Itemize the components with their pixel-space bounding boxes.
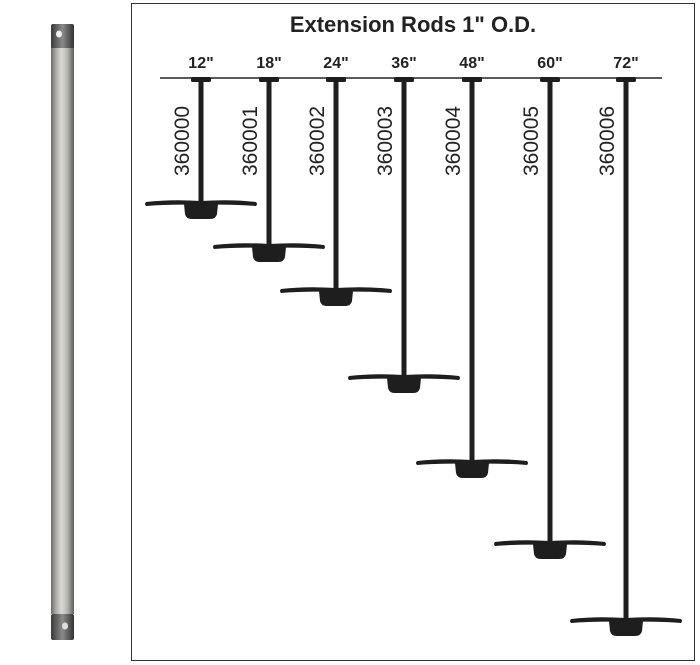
rod-mount xyxy=(462,77,482,82)
rod-length-label: 48" xyxy=(459,55,484,72)
rod-mount xyxy=(394,77,414,82)
rod-mount xyxy=(616,77,636,82)
rod-length-label: 12" xyxy=(188,55,213,72)
rod-mount xyxy=(191,77,211,82)
part-number-label: 360002 xyxy=(306,106,329,176)
rod-line xyxy=(333,80,339,289)
rod-line xyxy=(401,80,407,376)
part-number-label: 360006 xyxy=(596,106,619,176)
extension-rod-photo xyxy=(51,24,74,640)
rod-360001: 18" 360001 xyxy=(213,55,325,262)
ceiling-fan-icon xyxy=(570,617,682,636)
rod-360002: 24" 360002 xyxy=(280,55,392,306)
rod-360000: 12" 360000 xyxy=(145,55,257,219)
rod-length-label: 36" xyxy=(391,55,416,72)
rod-360003: 36" 360003 xyxy=(348,55,460,393)
rod-line xyxy=(547,80,553,542)
part-number-label: 360005 xyxy=(520,106,543,176)
ceiling-fan-icon xyxy=(416,459,528,478)
diagram-frame xyxy=(131,3,695,661)
rod-line xyxy=(198,80,204,202)
rod-mount xyxy=(259,77,279,82)
ceiling-fan-icon xyxy=(348,374,460,393)
rod-length-label: 60" xyxy=(537,55,562,72)
part-number-label: 360004 xyxy=(442,106,465,176)
rod-length-label: 24" xyxy=(323,55,348,72)
rod-360006: 72" 360006 xyxy=(570,55,682,636)
rod-mount xyxy=(326,77,346,82)
rod-length-label: 18" xyxy=(256,55,281,72)
rod-360004: 48" 360004 xyxy=(416,55,528,478)
rod-length-label: 72" xyxy=(613,55,638,72)
ceiling-fan-icon xyxy=(494,540,606,559)
rod-mount xyxy=(540,77,560,82)
rod-line xyxy=(469,80,475,461)
ceiling-fan-icon xyxy=(145,200,257,219)
diagram-title: Extension Rods 1" O.D. xyxy=(289,12,537,37)
ceiling-fan-icon xyxy=(280,287,392,306)
rod-line xyxy=(266,80,272,245)
part-number-label: 360001 xyxy=(239,106,262,176)
part-number-label: 360000 xyxy=(171,106,194,176)
rod-360005: 60" 360005 xyxy=(494,55,606,559)
ceiling-fan-icon xyxy=(213,243,325,262)
rod-line xyxy=(623,80,629,619)
part-number-label: 360003 xyxy=(374,106,397,176)
